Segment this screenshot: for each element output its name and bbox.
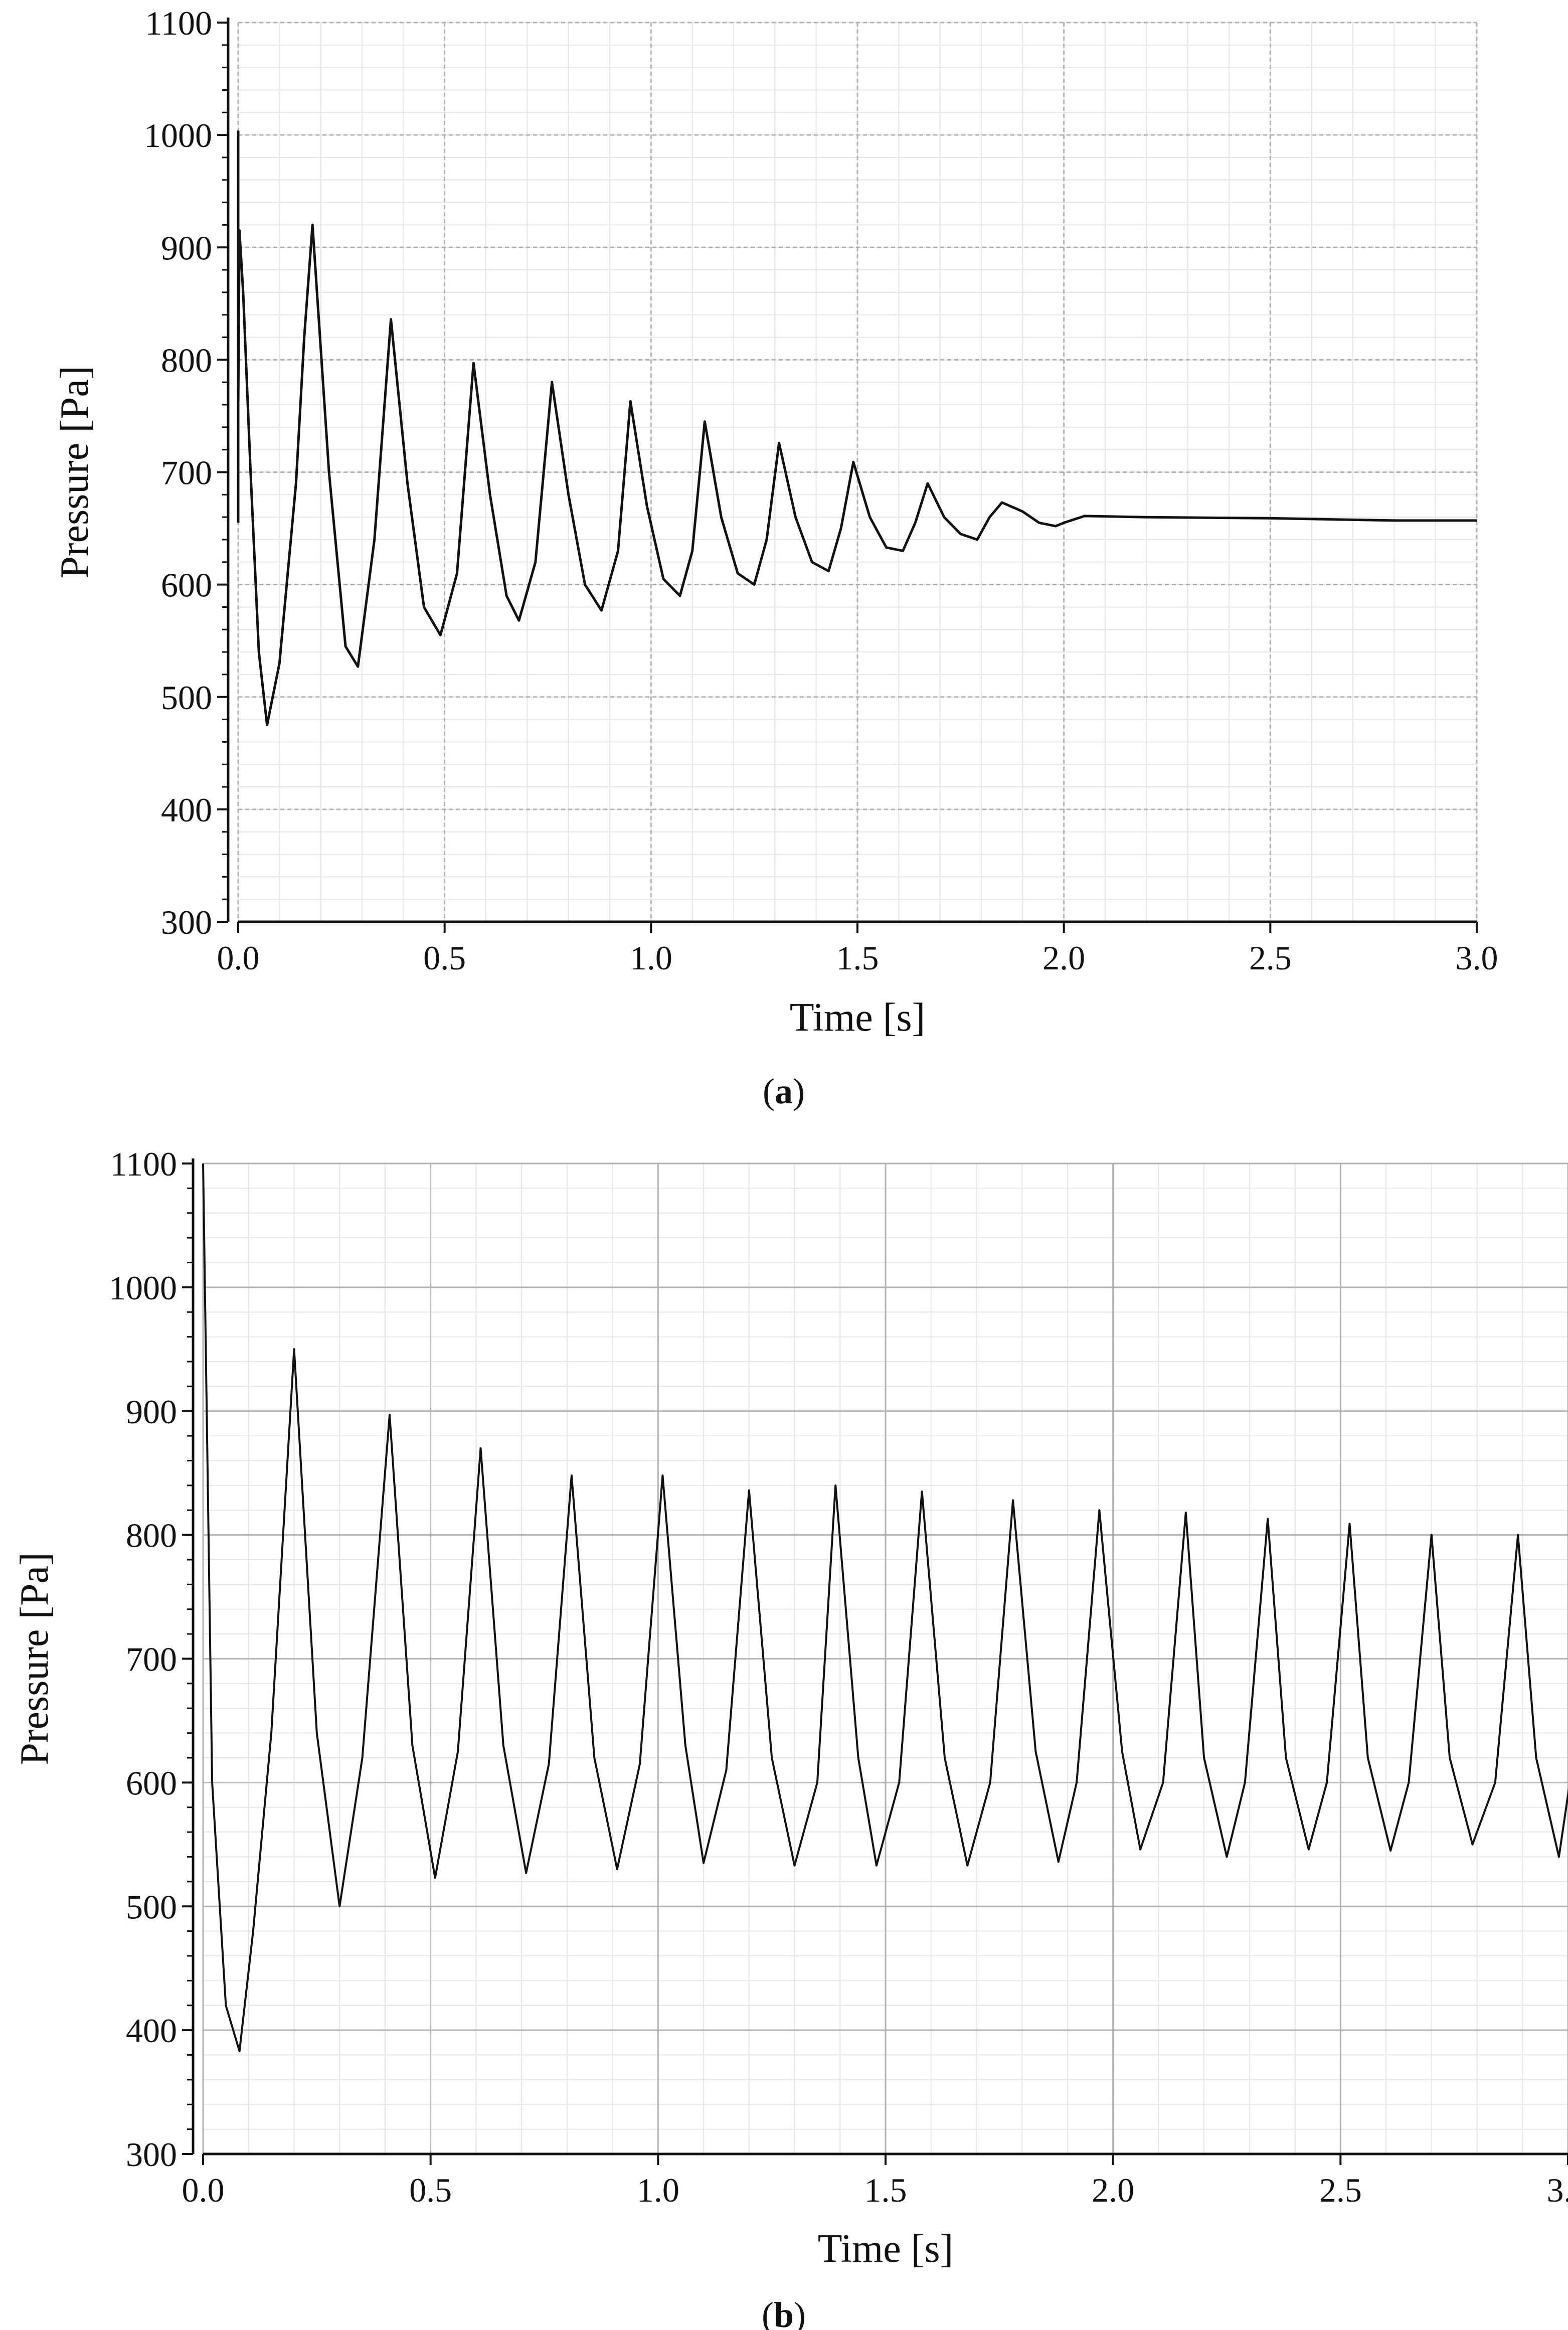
- panel-a-axes: [217, 18, 1478, 933]
- y-tick-label: 700: [161, 454, 212, 492]
- panel-b: 0.0 0.5 1.0 1.5 2.0 2.5 3.0 300 400 500 600 700 800…: [13, 1145, 1568, 2330]
- x-tick-label: 2.0: [1042, 939, 1085, 977]
- panel-b-x-axis-title: Time [s]: [818, 2227, 953, 2271]
- x-tick-label: 0.5: [423, 939, 466, 977]
- y-tick-label: 300: [126, 2135, 177, 2174]
- x-tick-label: 2.5: [1319, 2171, 1362, 2209]
- panel-b-caption: (b): [762, 2295, 806, 2330]
- x-tick-label: 1.5: [836, 939, 879, 977]
- panel-a-y-axis-title: Pressure [Pa]: [53, 366, 97, 578]
- y-tick-label: 600: [161, 566, 212, 604]
- x-tick-label: 0.5: [409, 2171, 452, 2209]
- y-tick-label: 400: [126, 2012, 177, 2050]
- y-tick-label: 800: [126, 1517, 177, 1555]
- x-tick-label: 1.0: [630, 939, 672, 977]
- panel-b-caption-letter: b: [774, 2295, 794, 2330]
- x-tick-label: 0.0: [217, 939, 260, 977]
- panel-b-y-axis-title: Pressure [Pa]: [13, 1552, 57, 1765]
- y-tick-label: 900: [126, 1393, 177, 1431]
- y-tick-label: 700: [126, 1640, 177, 1679]
- x-tick-label: 1.5: [864, 2171, 907, 2209]
- panel-b-pressure-line: [202, 1163, 1568, 2053]
- panel-a-x-tick-labels: 0.0 0.5 1.0 1.5 2.0 2.5 3.0: [217, 939, 1498, 977]
- y-tick-label: 500: [161, 679, 212, 717]
- panel-a-pressure-line: [237, 130, 1477, 727]
- x-tick-label: 0.0: [182, 2171, 225, 2209]
- y-tick-label: 1100: [110, 1145, 177, 1183]
- panel-a-caption-letter: a: [775, 1071, 793, 1111]
- x-tick-label: 3.0: [1456, 939, 1498, 977]
- y-tick-label: 1000: [109, 1269, 177, 1307]
- x-tick-label: 1.0: [637, 2171, 679, 2209]
- y-tick-label: 400: [161, 791, 212, 829]
- y-tick-label: 600: [126, 1764, 177, 1802]
- panel-a-y-tick-labels: 300 400 500 600 700 800 900 1000 1100: [144, 4, 212, 941]
- panel-a-x-axis-title: Time [s]: [790, 995, 925, 1040]
- y-tick-label: 900: [161, 229, 212, 267]
- panel-b-y-tick-labels: 300 400 500 600 700 800 900 1000 1100: [109, 1145, 177, 2174]
- y-tick-label: 800: [161, 341, 212, 379]
- panel-a: 0.0 0.5 1.0 1.5 2.0 2.5 3.0 300 400 500 600 700 800…: [53, 4, 1498, 1111]
- panel-a-caption: (a): [763, 1071, 805, 1111]
- y-tick-label: 1000: [144, 116, 212, 154]
- y-tick-label: 500: [126, 1888, 177, 1926]
- x-tick-label: 3.0: [1547, 2171, 1568, 2209]
- y-tick-label: 1100: [145, 4, 212, 42]
- panel-b-axes: [182, 1158, 1568, 2165]
- panel-b-x-tick-labels: 0.0 0.5 1.0 1.5 2.0 2.5 3.0: [182, 2171, 1568, 2209]
- x-tick-label: 2.0: [1092, 2171, 1134, 2209]
- y-tick-label: 300: [161, 903, 212, 941]
- panel-b-major-grid: [202, 1162, 1568, 2155]
- x-tick-label: 2.5: [1249, 939, 1292, 977]
